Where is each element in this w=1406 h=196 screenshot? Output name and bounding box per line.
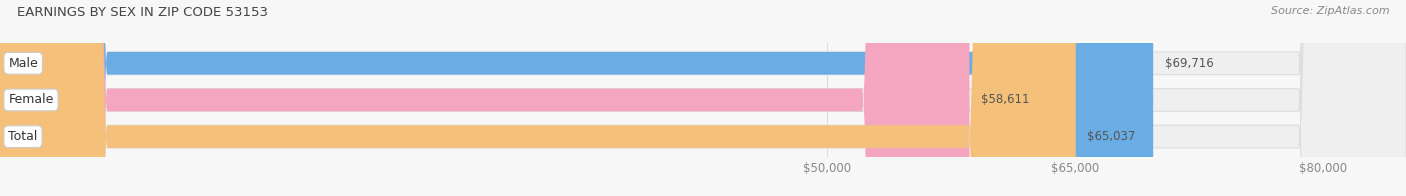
Text: $65,037: $65,037 [1087,130,1136,143]
Text: Female: Female [8,93,53,106]
Text: Source: ZipAtlas.com: Source: ZipAtlas.com [1271,6,1389,16]
FancyBboxPatch shape [0,0,970,196]
FancyBboxPatch shape [0,0,1076,196]
Text: Total: Total [8,130,38,143]
Text: Male: Male [8,57,38,70]
FancyBboxPatch shape [0,0,1153,196]
Text: EARNINGS BY SEX IN ZIP CODE 53153: EARNINGS BY SEX IN ZIP CODE 53153 [17,6,269,19]
Text: $69,716: $69,716 [1164,57,1213,70]
Text: $58,611: $58,611 [981,93,1029,106]
